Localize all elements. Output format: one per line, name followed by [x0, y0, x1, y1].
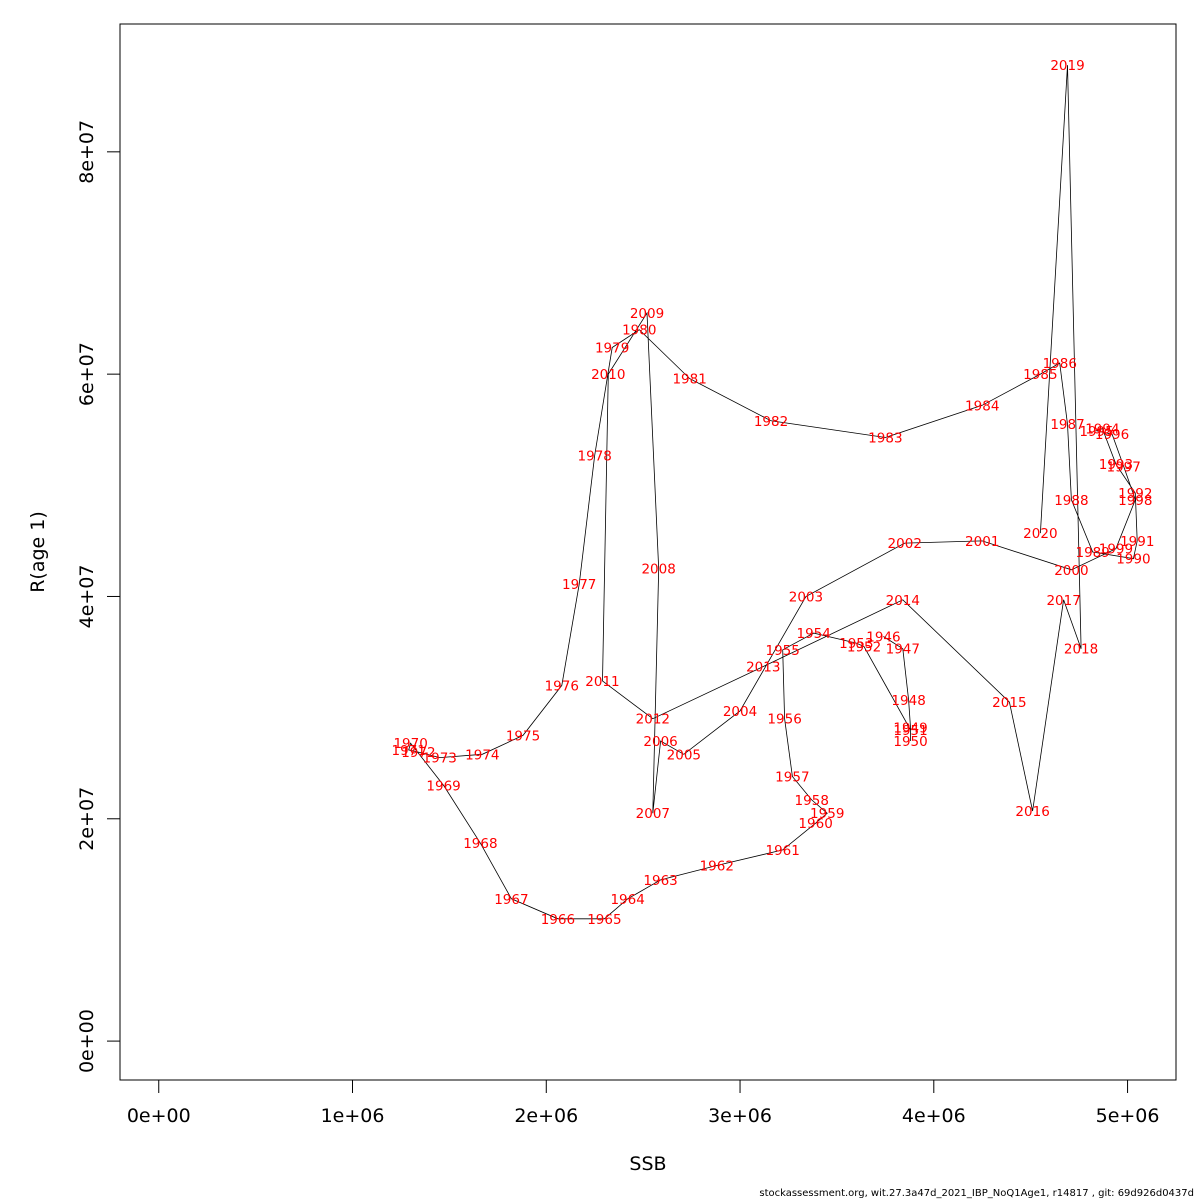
year-label: 1988: [1054, 493, 1088, 509]
year-label: 1987: [1050, 417, 1084, 433]
year-label: 1982: [754, 414, 788, 430]
year-label: 1997: [1107, 459, 1141, 475]
x-tick-label: 1e+06: [321, 1105, 385, 1127]
year-label: 2004: [723, 704, 757, 720]
year-label: 1975: [506, 728, 540, 744]
year-label: 2020: [1023, 526, 1057, 542]
year-label: 1974: [465, 747, 499, 763]
year-label: 1981: [672, 372, 706, 388]
year-label: 1992: [1118, 486, 1152, 502]
year-label: 1980: [622, 323, 656, 339]
x-axis: 0e+00 1e+06 2e+06 3e+06 4e+06 5e+06: [127, 1079, 1160, 1127]
x-axis-title: SSB: [629, 1153, 666, 1175]
x-tick-label: 0e+00: [127, 1105, 191, 1127]
year-label: 2007: [636, 806, 670, 822]
year-label: 1990: [1116, 552, 1150, 568]
year-label: 1967: [494, 892, 528, 908]
year-label: 2019: [1050, 58, 1084, 74]
year-label: 1964: [610, 892, 644, 908]
year-label: 2011: [585, 674, 619, 690]
recruitment-trajectory-line: [408, 65, 1138, 920]
year-label: 1989: [1076, 545, 1110, 561]
y-axis-title: R(age 1): [27, 511, 49, 593]
year-label: 1963: [643, 873, 677, 889]
x-tick-label: 4e+06: [902, 1105, 966, 1127]
year-label: 1959: [810, 806, 844, 822]
year-label: 1991: [1120, 534, 1154, 550]
year-label: 1983: [868, 431, 902, 447]
year-label: 1969: [426, 778, 460, 794]
year-label: 1950: [893, 734, 927, 750]
year-label: 1968: [463, 836, 497, 852]
y-tick-label: 6e+07: [76, 342, 98, 406]
year-label: 2000: [1054, 563, 1088, 579]
year-label: 1985: [1023, 367, 1057, 383]
year-label: 2017: [1046, 593, 1080, 609]
year-label: 1973: [423, 751, 457, 767]
year-label: 1961: [765, 843, 799, 859]
year-label: 2006: [643, 734, 677, 750]
year-label: 1996: [1095, 427, 1129, 443]
year-label: 1984: [965, 398, 999, 414]
y-tick-label: 0e+00: [76, 1009, 98, 1073]
x-tick-label: 5e+06: [1096, 1105, 1160, 1127]
year-label: 2009: [630, 306, 664, 322]
year-label: 1948: [891, 693, 925, 709]
year-label: 1998: [1118, 493, 1152, 509]
year-label: 1951: [893, 723, 927, 739]
year-label: 1986: [1043, 356, 1077, 372]
y-axis: 0e+00 2e+07 4e+07 6e+07 8e+07: [76, 120, 121, 1073]
year-label: 1972: [401, 745, 435, 761]
year-label: 1952: [847, 639, 881, 655]
year-label: 1957: [775, 770, 809, 786]
year-label: 1971: [392, 743, 426, 759]
year-label: 1962: [700, 858, 734, 874]
year-label: 1970: [393, 736, 427, 752]
year-label: 1966: [541, 912, 575, 928]
year-label: 2014: [886, 593, 920, 609]
year-label: 1965: [587, 912, 621, 928]
year-label: 1979: [595, 340, 629, 356]
year-label: 1978: [578, 448, 612, 464]
year-label: 1947: [886, 642, 920, 658]
x-tick-label: 3e+06: [708, 1105, 772, 1127]
year-label: 1995: [1079, 424, 1113, 440]
year-label: 1960: [798, 816, 832, 832]
x-tick-label: 2e+06: [514, 1105, 578, 1127]
year-label: 2008: [641, 562, 675, 578]
year-label: 2002: [888, 536, 922, 552]
year-label: 1954: [796, 626, 830, 642]
year-label: 1994: [1085, 422, 1119, 438]
year-label: 1977: [562, 577, 596, 593]
year-label: 2018: [1064, 642, 1098, 658]
year-label: 1955: [765, 643, 799, 659]
year-label: 1976: [545, 678, 579, 694]
footer-credit: stockassessment.org, wit.27.3a47d_2021_I…: [759, 1188, 1194, 1199]
year-label: 1953: [839, 636, 873, 652]
year-label: 2005: [667, 747, 701, 763]
year-label: 2010: [591, 367, 625, 383]
year-label: 1993: [1099, 457, 1133, 473]
year-label: 1958: [795, 793, 829, 809]
year-label: 2015: [992, 695, 1026, 711]
year-label: 2001: [965, 534, 999, 550]
year-label: 2016: [1015, 804, 1049, 820]
y-tick-label: 4e+07: [76, 565, 98, 629]
y-tick-label: 2e+07: [76, 787, 98, 851]
year-label: 1999: [1099, 542, 1133, 558]
year-label: 2012: [636, 712, 670, 728]
year-label: 2013: [746, 659, 780, 675]
year-label: 1949: [893, 721, 927, 737]
year-label: 1946: [866, 629, 900, 645]
year-label: 1956: [767, 712, 801, 728]
y-tick-label: 8e+07: [76, 120, 98, 184]
year-label: 2003: [789, 589, 823, 605]
